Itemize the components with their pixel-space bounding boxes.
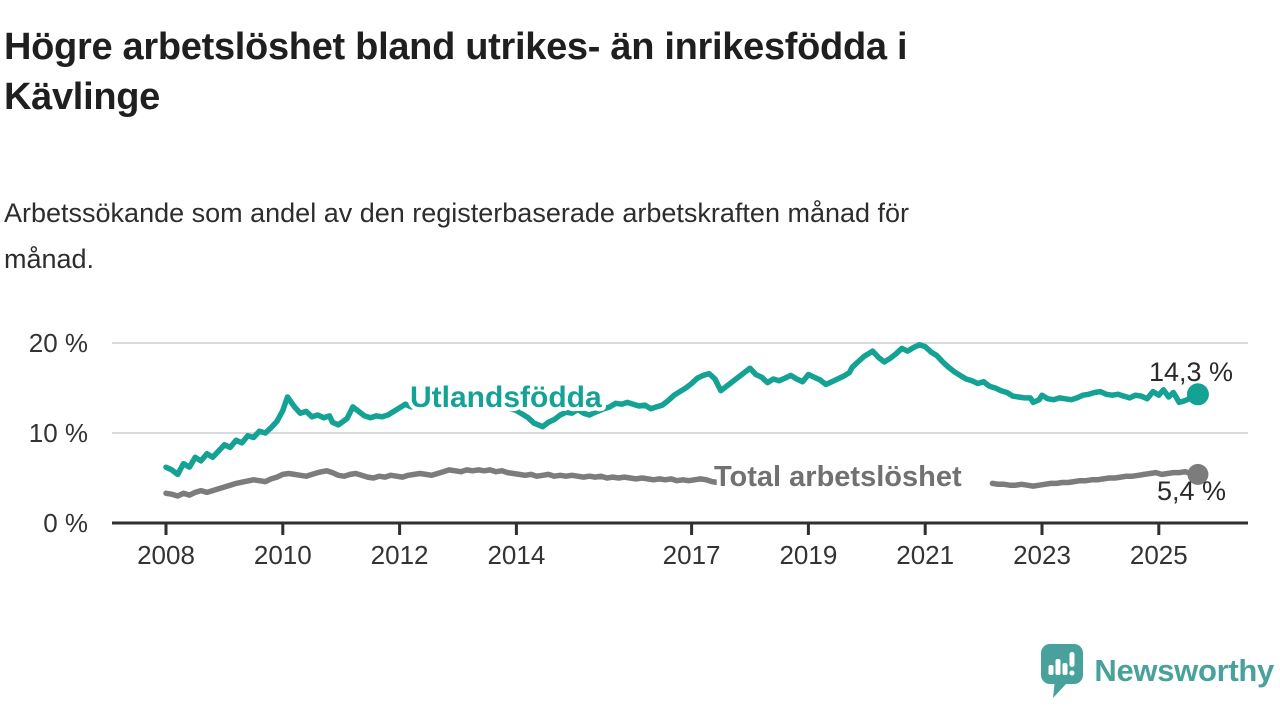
newsworthy-logo: Newsworthy — [1041, 644, 1274, 698]
series-label-utlandsfodda: Utlandsfödda — [410, 381, 602, 414]
y-axis-label-20: 20 % — [29, 328, 88, 358]
newsworthy-logo-text: Newsworthy — [1094, 653, 1274, 688]
x-axis-label-2021: 2021 — [896, 540, 954, 570]
end-dot-utlandsfodda — [1186, 383, 1209, 406]
newsworthy-logo-icon — [1041, 644, 1084, 698]
page-title-line2: Kävlinge — [4, 76, 160, 118]
page-subtitle: Arbetssökande som andel av den registerb… — [4, 190, 909, 282]
x-axis-label-2010: 2010 — [254, 540, 312, 570]
end-value-label-total: 5,4 % — [1157, 476, 1226, 506]
page-title-line1: Högre arbetslöshet bland utrikes- än inr… — [4, 26, 908, 68]
y-axis-label-0: 0 % — [43, 508, 88, 538]
page-subtitle-line2: månad. — [4, 244, 95, 274]
x-axis-label-2014: 2014 — [487, 540, 545, 570]
end-value-label-utlandsfodda: 14,3 % — [1149, 357, 1233, 387]
x-axis-label-2008: 2008 — [137, 540, 195, 570]
bar-chart-glyph — [1048, 652, 1075, 676]
series-line-total-seg0 — [163, 467, 727, 499]
x-axis-label-2012: 2012 — [371, 540, 429, 570]
page-subtitle-line1: Arbetssökande som andel av den registerb… — [4, 198, 910, 228]
x-axis-label-2017: 2017 — [663, 540, 721, 570]
speech-bubble-shape — [1041, 644, 1084, 698]
end-dot-total — [1187, 463, 1209, 485]
series-label-total: Total arbetslöshet — [714, 461, 962, 493]
x-axis-label-2025: 2025 — [1130, 540, 1188, 570]
x-axis-label-2023: 2023 — [1013, 540, 1071, 570]
series-line-utlandsfodda-seg0 — [163, 342, 1201, 478]
y-axis-label-10: 10 % — [29, 418, 88, 448]
x-axis-label-2019: 2019 — [779, 540, 837, 570]
page-title: Högre arbetslöshet bland utrikes- än inr… — [4, 22, 908, 122]
series-line-total-seg1 — [989, 468, 1201, 489]
